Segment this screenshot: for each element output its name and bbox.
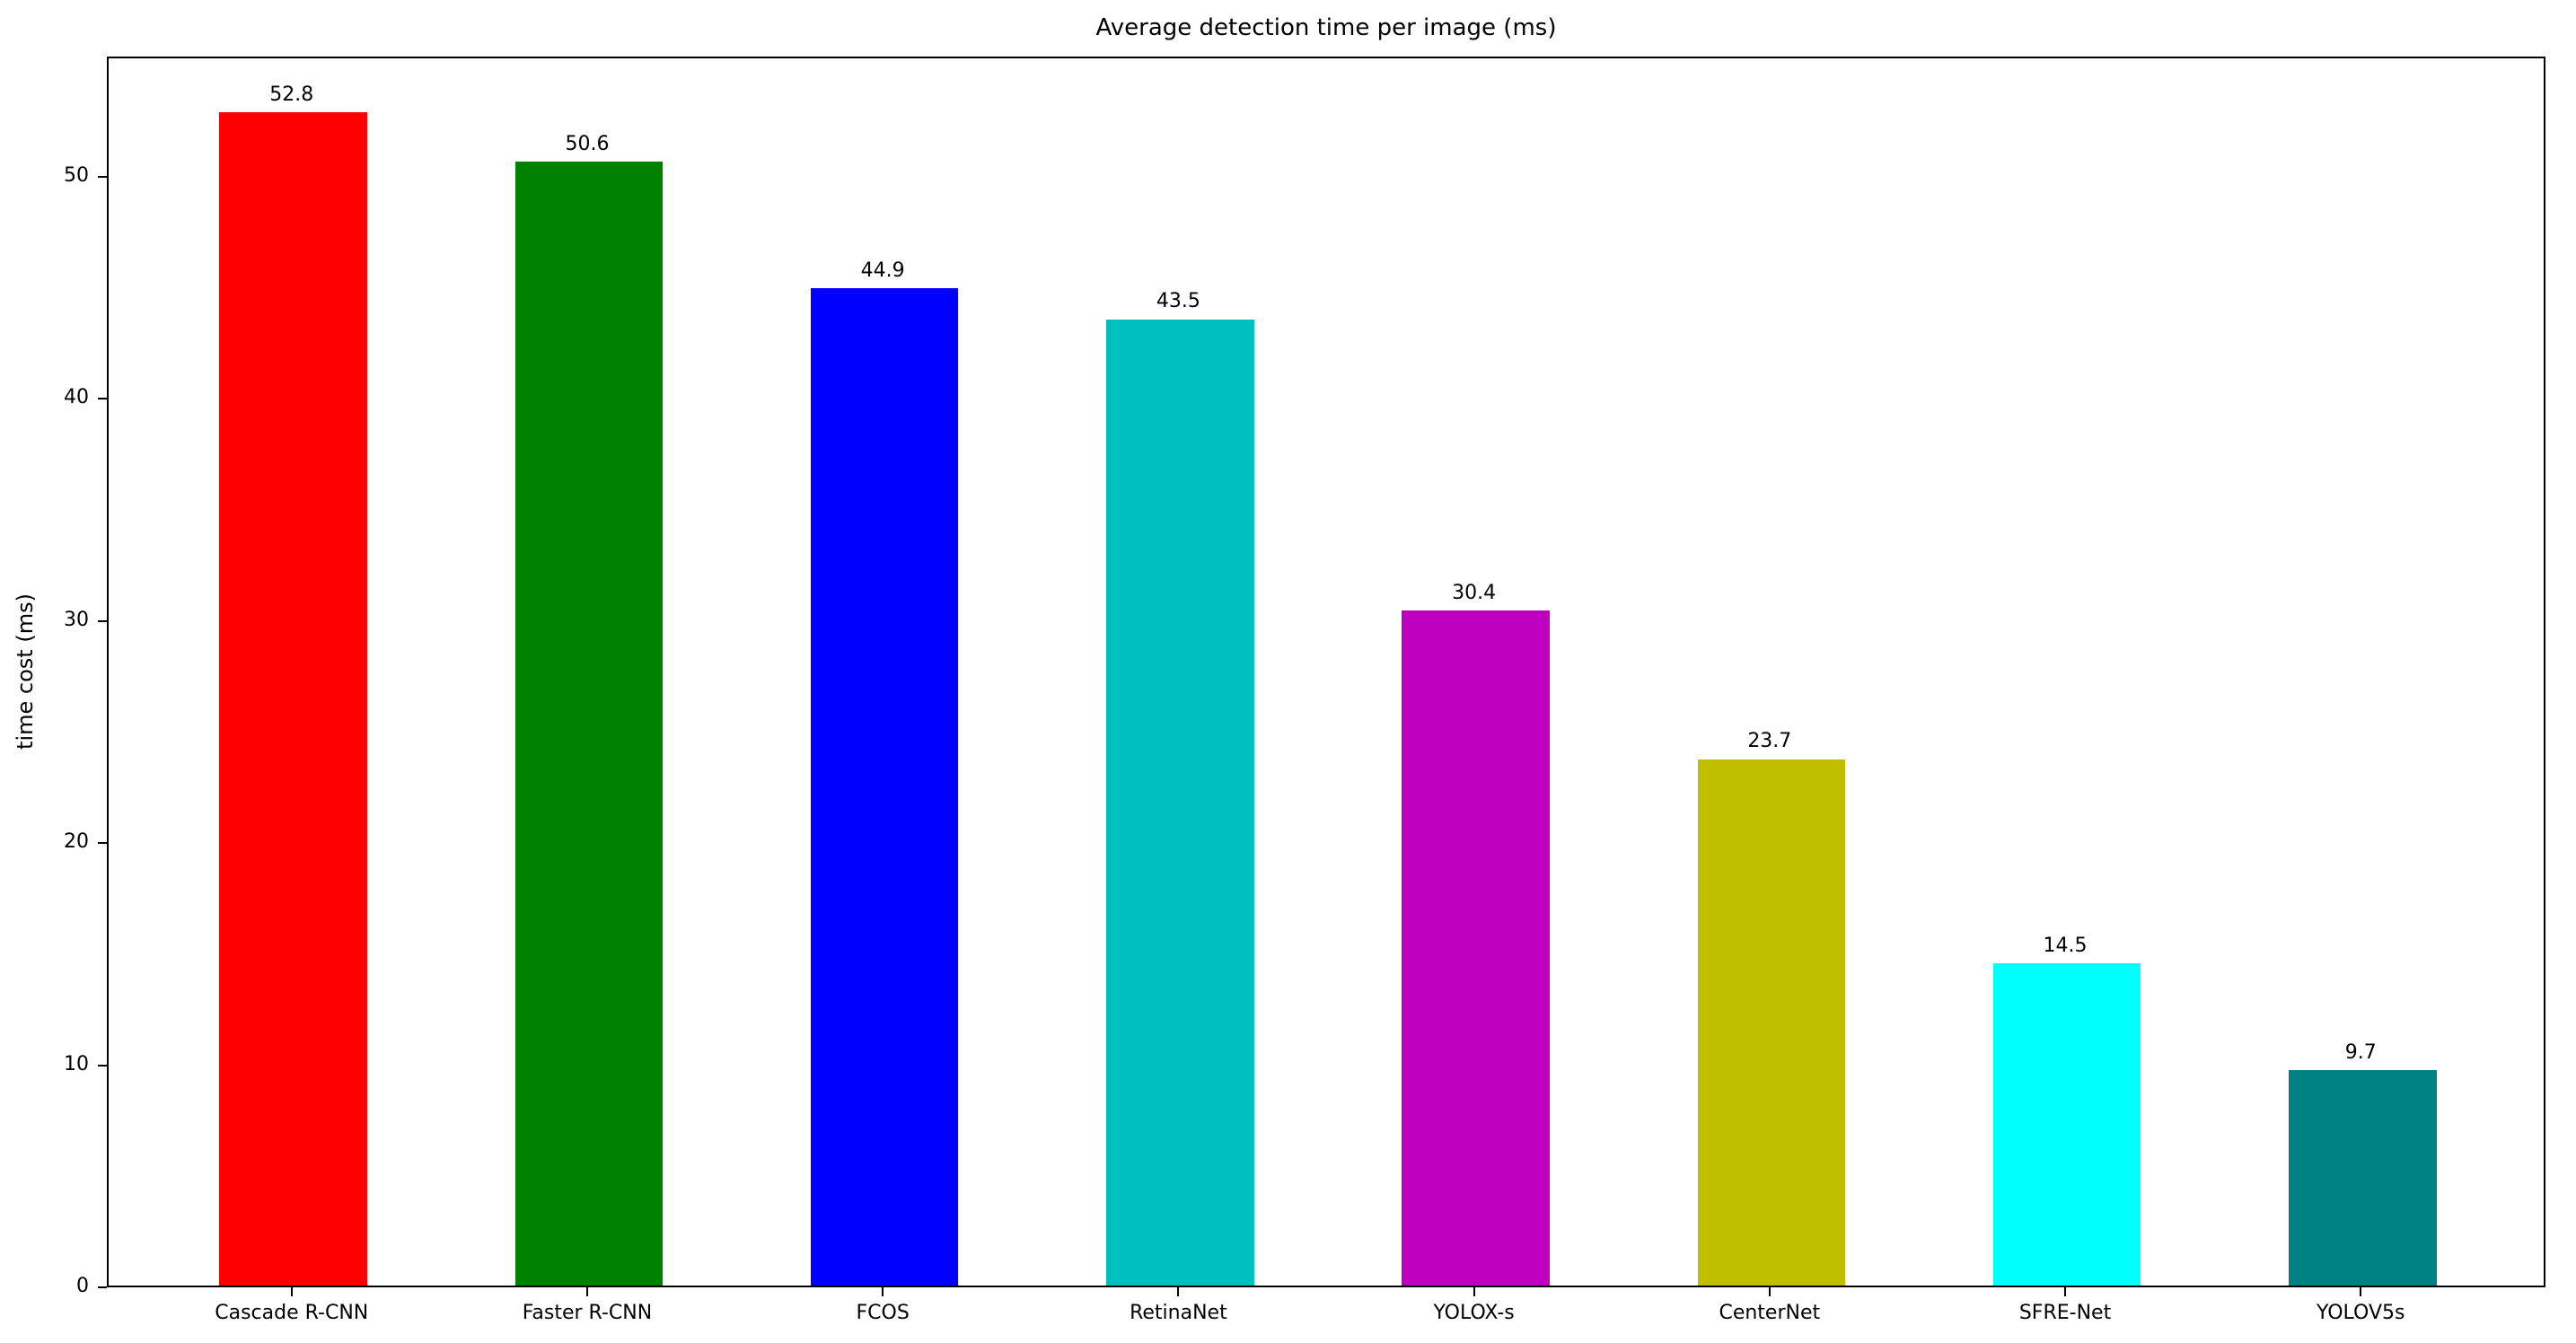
bar-value-label-yolox-s: 30.4: [1452, 581, 1497, 604]
bar-value-label-cascade-r-cnn: 52.8: [269, 83, 314, 107]
x-tick-mark-cascade-r-cnn: [290, 1287, 293, 1296]
bar-cascade-r-cnn: [219, 112, 368, 1286]
y-tick-label-0: 0: [76, 1275, 89, 1297]
bar-value-label-yolov5s: 9.7: [2344, 1040, 2377, 1064]
x-tick-label-yolox-s: YOLOX-s: [1433, 1302, 1515, 1324]
chart-title: Average detection time per image (ms): [1095, 14, 1557, 41]
bar-retinanet: [1106, 319, 1254, 1286]
bar-sfre-net: [1992, 963, 2141, 1286]
bar-yolov5s: [2288, 1069, 2437, 1286]
y-tick-mark-30: [98, 619, 107, 622]
x-tick-label-retinanet: RetinaNet: [1130, 1302, 1227, 1324]
y-tick-label-10: 10: [64, 1052, 89, 1075]
x-tick-mark-yolov5s: [2360, 1287, 2362, 1296]
bar-value-label-centernet: 23.7: [1747, 730, 1792, 753]
x-tick-mark-faster-r-cnn: [585, 1287, 588, 1296]
x-tick-label-yolov5s: YOLOV5s: [2317, 1302, 2405, 1324]
x-tick-mark-fcos: [882, 1287, 884, 1296]
bar-value-label-sfre-net: 14.5: [2043, 935, 2088, 958]
x-tick-label-sfre-net: SFRE-Net: [2018, 1302, 2112, 1324]
x-tick-label-cascade-r-cnn: Cascade R-CNN: [215, 1302, 369, 1324]
x-tick-label-centernet: CenterNet: [1719, 1302, 1821, 1324]
y-tick-mark-50: [98, 175, 107, 178]
y-tick-label-40: 40: [64, 386, 89, 409]
bar-fcos: [810, 287, 959, 1286]
y-tick-label-50: 50: [64, 163, 89, 187]
y-tick-label-20: 20: [64, 830, 89, 854]
y-tick-label-30: 30: [64, 608, 89, 631]
bar-faster-r-cnn: [514, 161, 664, 1286]
bar-value-label-retinanet: 43.5: [1156, 290, 1200, 313]
y-tick-mark-40: [98, 398, 107, 400]
x-tick-label-fcos: FCOS: [856, 1302, 910, 1324]
bar-yolox-s: [1402, 610, 1550, 1286]
x-tick-mark-yolox-s: [1473, 1287, 1475, 1296]
y-tick-mark-10: [98, 1064, 107, 1066]
y-tick-mark-0: [98, 1286, 107, 1288]
bar-value-label-faster-r-cnn: 50.6: [565, 132, 610, 155]
x-tick-label-faster-r-cnn: Faster R-CNN: [522, 1302, 653, 1324]
y-tick-mark-20: [98, 842, 107, 845]
bar-value-label-fcos: 44.9: [860, 259, 905, 282]
x-tick-mark-retinanet: [1177, 1287, 1180, 1296]
plot-area: [107, 57, 2545, 1287]
x-tick-mark-centernet: [1768, 1287, 1771, 1296]
x-tick-mark-sfre-net: [2064, 1287, 2067, 1296]
bar-centernet: [1697, 759, 1846, 1286]
